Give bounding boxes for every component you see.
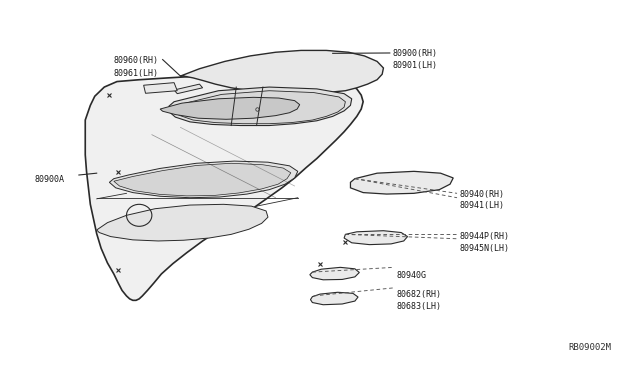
- Polygon shape: [180, 51, 383, 94]
- Polygon shape: [109, 161, 298, 198]
- Text: 80945N(LH): 80945N(LH): [460, 244, 509, 253]
- Text: RB09002M: RB09002M: [569, 343, 612, 352]
- Text: 80960(RH): 80960(RH): [114, 56, 159, 65]
- Text: 80900A: 80900A: [35, 175, 65, 184]
- Text: 80941(LH): 80941(LH): [460, 201, 504, 211]
- Polygon shape: [169, 87, 352, 125]
- Text: 80940G: 80940G: [396, 271, 426, 280]
- Text: 80944P(RH): 80944P(RH): [460, 232, 509, 241]
- Polygon shape: [160, 97, 300, 119]
- Text: 80900(RH): 80900(RH): [393, 49, 438, 58]
- Text: 80940(RH): 80940(RH): [460, 190, 504, 199]
- Polygon shape: [85, 74, 363, 300]
- Polygon shape: [310, 292, 358, 305]
- Polygon shape: [114, 163, 291, 196]
- Polygon shape: [97, 204, 268, 241]
- Polygon shape: [174, 84, 203, 94]
- Polygon shape: [174, 91, 346, 124]
- Text: 80682(RH): 80682(RH): [396, 291, 441, 299]
- Polygon shape: [310, 267, 359, 280]
- Polygon shape: [344, 231, 408, 245]
- Text: 80961(LH): 80961(LH): [114, 69, 159, 78]
- Text: 80683(LH): 80683(LH): [396, 302, 441, 311]
- Polygon shape: [143, 83, 177, 93]
- Polygon shape: [351, 171, 453, 194]
- Text: 80901(LH): 80901(LH): [393, 61, 438, 70]
